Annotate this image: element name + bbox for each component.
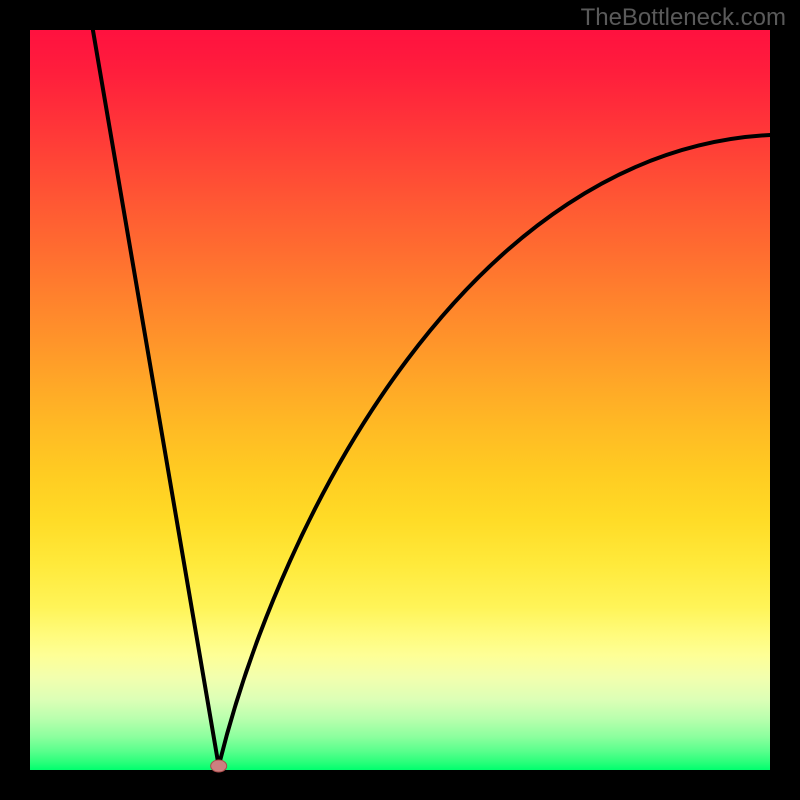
notch-marker: [211, 760, 227, 772]
plot-area: [30, 30, 770, 770]
chart-frame: TheBottleneck.com: [0, 0, 800, 800]
chart-svg: [0, 0, 800, 800]
watermark-text: TheBottleneck.com: [581, 4, 786, 32]
